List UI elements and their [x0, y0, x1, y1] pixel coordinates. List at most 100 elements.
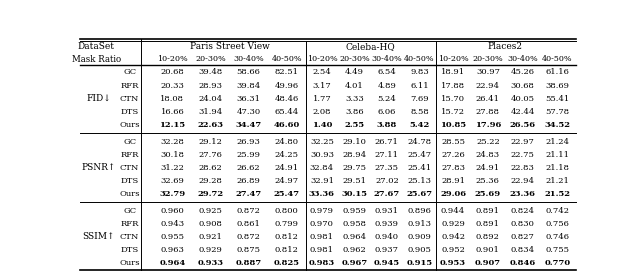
- Text: 10-20%: 10-20%: [438, 55, 468, 63]
- Text: 31.94: 31.94: [198, 108, 223, 116]
- Text: 34.52: 34.52: [545, 121, 571, 129]
- Text: 25.67: 25.67: [406, 190, 433, 198]
- Text: 0.812: 0.812: [275, 233, 299, 241]
- Text: 3.88: 3.88: [377, 121, 397, 129]
- Text: 28.93: 28.93: [198, 81, 223, 89]
- Text: 24.04: 24.04: [198, 95, 223, 103]
- Text: 0.943: 0.943: [161, 220, 184, 228]
- Text: 27.76: 27.76: [198, 151, 223, 159]
- Text: 2.55: 2.55: [344, 121, 364, 129]
- Text: 29.75: 29.75: [342, 164, 367, 172]
- Text: 0.799: 0.799: [275, 220, 299, 228]
- Text: 0.824: 0.824: [511, 207, 535, 215]
- Text: 1.40: 1.40: [312, 121, 332, 129]
- Text: 0.944: 0.944: [441, 207, 465, 215]
- Text: 29.51: 29.51: [342, 177, 367, 185]
- Text: 30.93: 30.93: [310, 151, 334, 159]
- Text: 0.967: 0.967: [341, 259, 367, 267]
- Text: 28.62: 28.62: [198, 164, 222, 172]
- Text: DTS: DTS: [120, 246, 139, 254]
- Text: 0.872: 0.872: [237, 207, 260, 215]
- Text: 25.41: 25.41: [407, 164, 431, 172]
- Text: 25.13: 25.13: [408, 177, 431, 185]
- Text: 0.962: 0.962: [342, 246, 366, 254]
- Text: 16.66: 16.66: [161, 108, 184, 116]
- Text: 29.10: 29.10: [342, 138, 366, 146]
- Text: 49.96: 49.96: [275, 81, 299, 89]
- Text: PSNR↑: PSNR↑: [82, 163, 116, 172]
- Text: 20.68: 20.68: [161, 68, 184, 76]
- Text: Ours: Ours: [119, 121, 140, 129]
- Text: 40.05: 40.05: [511, 95, 535, 103]
- Text: 0.846: 0.846: [509, 259, 536, 267]
- Text: 26.89: 26.89: [237, 177, 260, 185]
- Text: 27.67: 27.67: [374, 190, 400, 198]
- Text: 0.891: 0.891: [476, 220, 500, 228]
- Text: 0.770: 0.770: [545, 259, 571, 267]
- Text: 0.960: 0.960: [161, 207, 184, 215]
- Text: 40-50%: 40-50%: [542, 55, 573, 63]
- Text: 3.33: 3.33: [345, 95, 364, 103]
- Text: CTN: CTN: [120, 95, 140, 103]
- Text: 0.979: 0.979: [310, 207, 334, 215]
- Text: 0.945: 0.945: [374, 259, 400, 267]
- Text: 0.872: 0.872: [237, 233, 260, 241]
- Text: 30.18: 30.18: [161, 151, 184, 159]
- Text: 0.908: 0.908: [198, 220, 223, 228]
- Text: 26.56: 26.56: [509, 121, 536, 129]
- Text: 0.925: 0.925: [198, 207, 223, 215]
- Text: 0.800: 0.800: [275, 207, 298, 215]
- Text: 0.959: 0.959: [342, 207, 367, 215]
- Text: 32.25: 32.25: [310, 138, 334, 146]
- Text: 7.69: 7.69: [410, 95, 429, 103]
- Text: 0.887: 0.887: [236, 259, 262, 267]
- Text: 25.22: 25.22: [476, 138, 500, 146]
- Text: 0.964: 0.964: [342, 233, 367, 241]
- Text: 4.89: 4.89: [378, 81, 396, 89]
- Text: 28.94: 28.94: [342, 151, 367, 159]
- Text: 27.83: 27.83: [441, 164, 465, 172]
- Text: 0.896: 0.896: [408, 207, 431, 215]
- Text: RFR: RFR: [120, 151, 139, 159]
- Text: 25.47: 25.47: [407, 151, 431, 159]
- Text: 0.942: 0.942: [441, 233, 465, 241]
- Text: 0.981: 0.981: [310, 233, 334, 241]
- Text: 6.11: 6.11: [410, 81, 429, 89]
- Text: 0.891: 0.891: [476, 207, 500, 215]
- Text: 48.46: 48.46: [275, 95, 299, 103]
- Text: 24.83: 24.83: [476, 151, 500, 159]
- Text: GC: GC: [123, 207, 136, 215]
- Text: GC: GC: [123, 68, 136, 76]
- Text: RFR: RFR: [120, 220, 139, 228]
- Text: 0.913: 0.913: [408, 220, 431, 228]
- Text: 6.54: 6.54: [378, 68, 396, 76]
- Text: 0.933: 0.933: [198, 259, 223, 267]
- Text: 30.97: 30.97: [476, 68, 500, 76]
- Text: 0.861: 0.861: [237, 220, 260, 228]
- Text: 47.30: 47.30: [237, 108, 260, 116]
- Text: 0.915: 0.915: [406, 259, 433, 267]
- Text: 8.58: 8.58: [410, 108, 429, 116]
- Text: 24.25: 24.25: [275, 151, 299, 159]
- Text: 0.929: 0.929: [441, 220, 465, 228]
- Text: 22.75: 22.75: [511, 151, 534, 159]
- Text: 40-50%: 40-50%: [404, 55, 435, 63]
- Text: 0.907: 0.907: [475, 259, 501, 267]
- Text: 55.41: 55.41: [545, 95, 570, 103]
- Text: 0.830: 0.830: [511, 220, 534, 228]
- Text: DataSet: DataSet: [78, 43, 115, 51]
- Text: 0.812: 0.812: [275, 246, 299, 254]
- Text: 0.981: 0.981: [310, 246, 334, 254]
- Text: 0.939: 0.939: [375, 220, 399, 228]
- Text: 27.35: 27.35: [375, 164, 399, 172]
- Text: 24.78: 24.78: [407, 138, 431, 146]
- Text: 0.940: 0.940: [375, 233, 399, 241]
- Text: 0.970: 0.970: [310, 220, 334, 228]
- Text: 42.44: 42.44: [511, 108, 535, 116]
- Text: 6.06: 6.06: [378, 108, 396, 116]
- Text: 0.892: 0.892: [476, 233, 500, 241]
- Text: 24.97: 24.97: [275, 177, 299, 185]
- Text: 3.17: 3.17: [312, 81, 332, 89]
- Text: 22.94: 22.94: [511, 177, 535, 185]
- Text: 40-50%: 40-50%: [271, 55, 302, 63]
